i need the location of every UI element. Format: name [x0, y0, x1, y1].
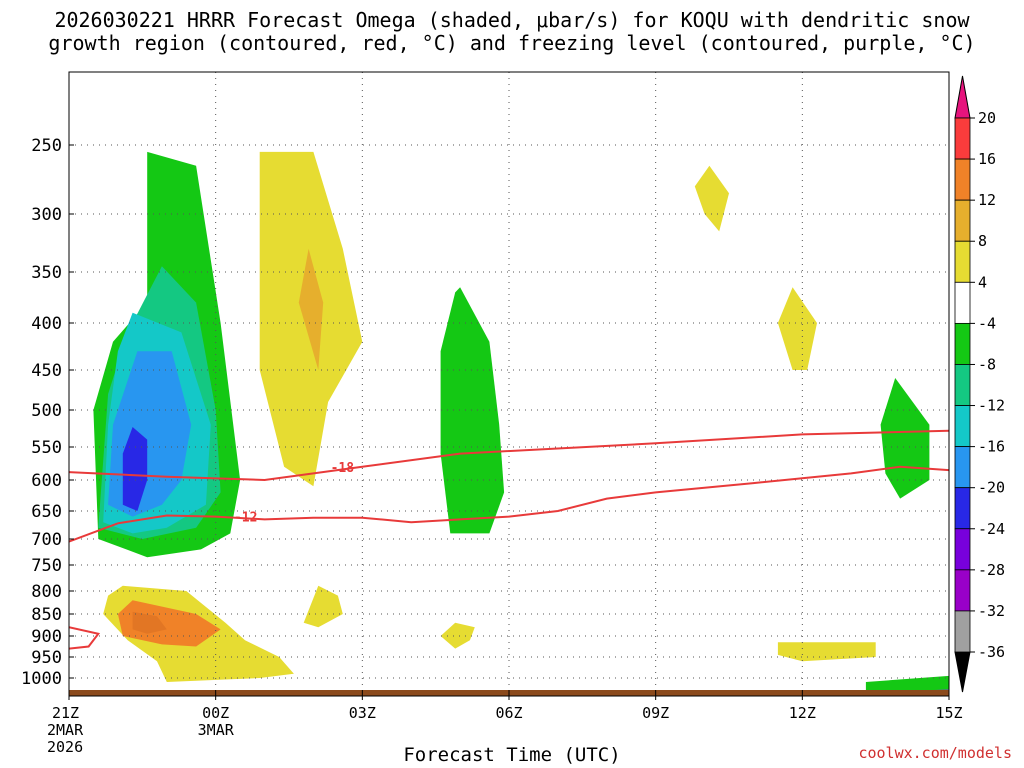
- y-tick-label: 850: [31, 605, 62, 625]
- colorbar-bin: [954, 405, 971, 448]
- dgz-contour-line: [69, 429, 949, 482]
- colorbar-label: -36: [978, 643, 1005, 661]
- chart-title-line1: 2026030221 HRRR Forecast Omega (shaded, …: [54, 8, 970, 32]
- dgz-contour-label: -18: [331, 461, 355, 476]
- colorbar-label: 4: [978, 273, 987, 291]
- x-axis-title: Forecast Time (UTC): [403, 744, 621, 766]
- colorbar-label: -28: [978, 561, 1005, 579]
- colorbar-bin: [954, 240, 971, 283]
- omega-region-low-yellow-0430z: [440, 622, 475, 649]
- dgz-contour-label: -12: [234, 511, 257, 526]
- colorbar-label: -20: [978, 479, 1005, 497]
- y-tick-label: 300: [31, 205, 62, 225]
- colorbar-bin: [954, 569, 971, 612]
- colorbar-bin: [954, 322, 971, 365]
- colorbar-label: 12: [978, 191, 996, 209]
- temperature-contours: -18 -12: [69, 429, 949, 690]
- colorbar-bottom-arrow: [954, 651, 971, 693]
- y-tick-label: 500: [31, 401, 62, 421]
- x-tick-label: 00Z: [202, 704, 229, 722]
- colorbar-bin: [954, 281, 971, 324]
- colorbar-bin: [954, 446, 971, 489]
- omega-region-low-darkorange-left: [132, 611, 167, 634]
- colorbar-bin: [954, 158, 971, 201]
- y-tick-label: 900: [31, 627, 62, 647]
- omega-region-low-yellow-0130z: [303, 585, 343, 628]
- extra-red-contour: [69, 626, 101, 650]
- y-tick-label: 400: [31, 314, 62, 334]
- colorbar-bin: [954, 364, 971, 406]
- x-tick-sublabel: 3MAR: [198, 721, 235, 739]
- y-tick-label: 250: [31, 136, 62, 156]
- colorbar-label: -16: [978, 438, 1005, 456]
- colorbar-bin: [954, 199, 971, 242]
- colorbar-top-arrow: [954, 75, 971, 119]
- colorbar-bin: [954, 610, 971, 653]
- colorbar-bin: [954, 117, 971, 160]
- x-tick-label: 06Z: [495, 704, 522, 722]
- y-axis: 2503003504004505005506006507007508008509…: [21, 136, 74, 689]
- y-tick-label: 650: [31, 502, 62, 522]
- colorbar-label: -32: [978, 602, 1005, 620]
- omega-region-sfc-green-1430z: [865, 675, 949, 690]
- x-tick-label: 12Z: [789, 704, 816, 722]
- colorbar-label: -4: [978, 314, 996, 332]
- y-tick-label: 700: [31, 530, 62, 550]
- colorbar-label: -12: [978, 397, 1005, 415]
- chart-title-line2: growth region (contoured, red, °C) and f…: [48, 31, 976, 55]
- omega-region-low-yellow-1130z: [777, 642, 876, 662]
- colorbar-label: 20: [978, 109, 996, 127]
- colorbar-label: 8: [978, 232, 987, 250]
- x-tick-sublabel: 2MAR: [47, 721, 84, 739]
- omega-region-upper-yellow-10z: [694, 165, 729, 232]
- colorbar-bin: [954, 528, 971, 571]
- omega-region-upper-darkblue-left: [122, 427, 148, 511]
- y-tick-label: 750: [31, 556, 62, 576]
- colorbar-bin: [954, 487, 971, 530]
- colorbar-label: -8: [978, 355, 996, 373]
- y-tick-label: 450: [31, 361, 62, 381]
- x-tick-label: 15Z: [935, 704, 962, 722]
- omega-region-upper-orange-00z: [298, 248, 324, 370]
- omega-region-low-orange-left: [117, 600, 221, 647]
- omega-region-upper-yellow-12z: [777, 287, 817, 370]
- y-tick-label: 800: [31, 582, 62, 602]
- x-tick-label: 03Z: [349, 704, 376, 722]
- x-tick-label: 09Z: [642, 704, 669, 722]
- dgz-contour-line: [69, 465, 949, 543]
- colorbar: 20 16 12 8 4 -4 -8 -12 -16 -20 -24 -28 -32 -36: [954, 75, 1005, 693]
- y-tick-label: 550: [31, 438, 62, 458]
- colorbar-label: -24: [978, 520, 1005, 538]
- x-tick-sublabel2: 2026: [47, 738, 83, 756]
- y-tick-label: 600: [31, 471, 62, 491]
- omega-region-mid-green-06z: [440, 287, 505, 534]
- x-tick-label: 21Z: [52, 704, 79, 722]
- y-tick-label: 950: [31, 648, 62, 668]
- colorbar-label: 16: [978, 150, 996, 168]
- y-tick-label: 1000: [21, 669, 62, 689]
- y-tick-label: 350: [31, 263, 62, 283]
- credit-text: coolwx.com/models: [858, 744, 1012, 762]
